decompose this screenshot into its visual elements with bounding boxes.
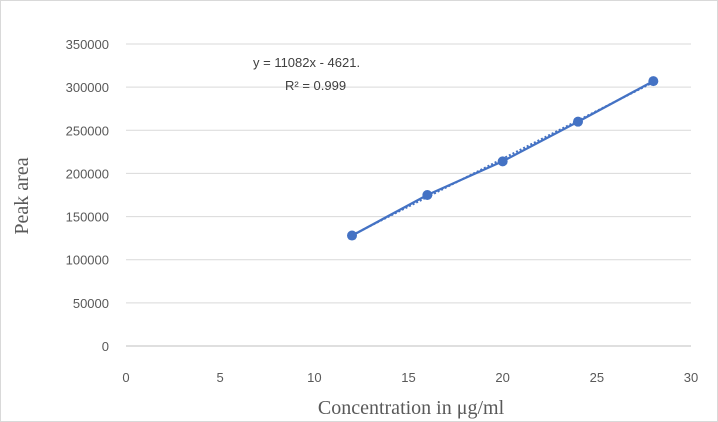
trendline: [351, 81, 654, 237]
x-tick-label: 25: [590, 370, 604, 385]
x-axis-title: Concentration in μg/ml: [318, 397, 505, 419]
data-point: [497, 156, 508, 167]
y-axis-title: Peak area: [11, 157, 33, 234]
data-point: [648, 76, 659, 87]
trendline-r2: R² = 0.999: [285, 78, 346, 93]
y-tick-label: 150000: [66, 210, 109, 225]
trendline-group: [351, 81, 654, 237]
x-tick-label: 0: [122, 370, 129, 385]
data-point: [422, 190, 433, 200]
y-tick-label: 50000: [73, 296, 109, 311]
x-tick-label: 15: [401, 370, 415, 385]
trendline-equation: y = 11082x - 4621.: [253, 55, 360, 70]
y-tick-labels: 0 50000 100000 150000 200000 250000 300000 3500…: [66, 37, 109, 354]
x-tick-label: 30: [684, 370, 698, 385]
x-tick-labels: 0 5 10 15 20 25 30: [122, 370, 698, 385]
x-tick-label: 20: [495, 370, 509, 385]
gridlines: [126, 43, 691, 347]
y-tick-label: 300000: [66, 80, 109, 95]
x-tick-label: 10: [307, 370, 321, 385]
data-point: [347, 230, 357, 241]
y-tick-label: 250000: [66, 123, 109, 138]
y-tick-label: 0: [102, 339, 109, 354]
y-tick-label: 200000: [66, 166, 109, 181]
x-tick-label: 5: [217, 370, 224, 385]
y-tick-label: 100000: [66, 253, 109, 268]
y-tick-label: 350000: [66, 37, 109, 52]
